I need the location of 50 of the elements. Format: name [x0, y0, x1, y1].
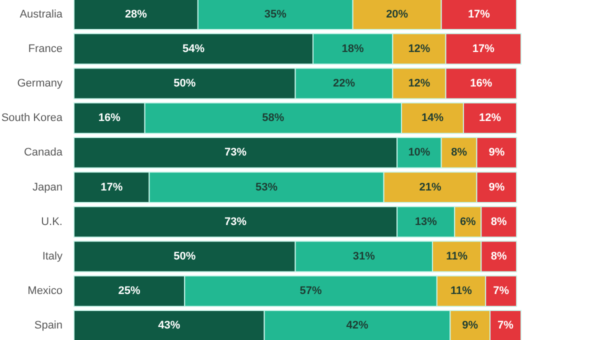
y-tick-label: South Korea — [1, 112, 64, 124]
data-label: 28% — [124, 8, 148, 20]
data-label: 58% — [262, 112, 284, 124]
data-label: 13% — [414, 216, 438, 228]
data-label: 17% — [100, 181, 123, 194]
data-label: 10% — [408, 146, 430, 159]
data-label: 73% — [224, 216, 247, 228]
data-label: 42% — [346, 320, 368, 332]
data-label: 14% — [421, 112, 444, 124]
y-tick-label: Italy — [42, 250, 63, 262]
y-tick-label: France — [28, 42, 62, 55]
data-label: 8% — [490, 216, 508, 228]
data-label: 12% — [408, 78, 430, 90]
y-tick-label: Canada — [24, 146, 64, 159]
data-label: 12% — [479, 112, 502, 124]
data-label: 9% — [488, 181, 505, 194]
data-label: 7% — [498, 320, 514, 332]
data-label: 35% — [264, 8, 287, 20]
data-label: 57% — [300, 285, 322, 298]
data-label: 17% — [472, 42, 495, 55]
data-label: 54% — [182, 42, 205, 55]
data-label: 6% — [460, 216, 476, 228]
y-tick-label: Mexico — [28, 285, 62, 298]
data-label: 17% — [468, 8, 490, 20]
data-label: 9% — [488, 146, 505, 159]
data-label: 21% — [419, 181, 442, 194]
data-label: 43% — [158, 320, 180, 332]
data-label: 20% — [386, 8, 408, 20]
data-label: 7% — [493, 285, 510, 298]
data-label: 12% — [408, 42, 430, 55]
data-label: 50% — [174, 250, 196, 262]
y-tick-label: U.K. — [41, 216, 62, 228]
y-tick-label: Germany — [17, 78, 63, 90]
data-label: 8% — [490, 250, 508, 262]
data-label: 16% — [98, 112, 121, 124]
data-label: 50% — [174, 78, 196, 90]
data-label: 53% — [256, 181, 278, 194]
data-label: 31% — [352, 250, 376, 262]
data-label: 9% — [462, 320, 478, 332]
data-label: 22% — [332, 78, 356, 90]
data-label: 11% — [446, 250, 468, 262]
y-tick-label: Japan — [32, 181, 62, 194]
y-tick-label: Spain — [34, 320, 62, 332]
data-label: 25% — [118, 285, 141, 298]
y-tick-label: Australia — [20, 8, 64, 20]
data-label: 16% — [470, 78, 492, 90]
data-label: 73% — [224, 146, 247, 159]
data-label: 18% — [342, 42, 364, 55]
data-label: 8% — [451, 146, 468, 159]
data-label: 11% — [450, 285, 472, 298]
